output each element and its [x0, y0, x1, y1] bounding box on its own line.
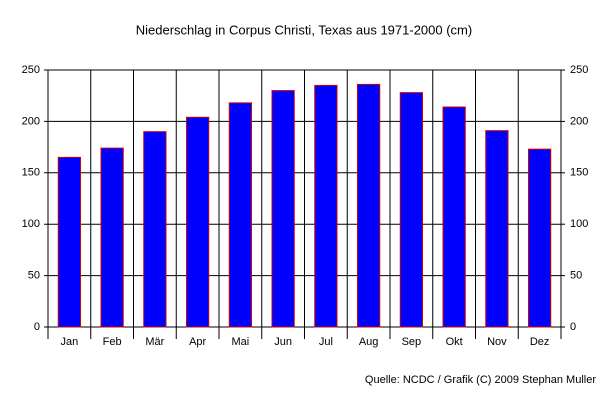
- source-note: Quelle: NCDC / Grafik (C) 2009 Stephan M…: [365, 374, 596, 386]
- y-tick-label: 200: [22, 115, 40, 127]
- x-tick-label: Dez: [530, 336, 550, 348]
- bar: [186, 116, 210, 328]
- bar: [399, 92, 423, 328]
- bar: [228, 102, 252, 328]
- x-tick-label: Mär: [145, 336, 164, 348]
- bar: [143, 131, 167, 328]
- y2-tick-label: 50: [570, 270, 582, 282]
- y2-tick-label: 150: [570, 167, 588, 179]
- x-tick-label: Aug: [359, 336, 379, 348]
- y-tick-label: 150: [22, 167, 40, 179]
- x-tick-label: Sep: [402, 336, 422, 348]
- x-tick-label: Nov: [487, 336, 507, 348]
- x-tick-label: Okt: [446, 336, 463, 348]
- x-tick-label: Apr: [189, 336, 206, 348]
- bar: [528, 148, 552, 328]
- x-tick-label: Feb: [103, 336, 122, 348]
- y2-tick-label: 200: [570, 115, 588, 127]
- y2-tick-label: 0: [570, 321, 576, 333]
- y-tick-label: 0: [34, 321, 40, 333]
- bar: [357, 83, 381, 328]
- bar: [100, 147, 124, 328]
- x-tick-label: Jun: [274, 336, 292, 348]
- bar: [442, 106, 466, 328]
- x-tick-label: Jan: [61, 336, 79, 348]
- plot-frame: [47, 69, 562, 328]
- bar: [314, 84, 338, 328]
- bar: [57, 156, 81, 328]
- y-tick-label: 250: [22, 64, 40, 76]
- y2-tick-label: 250: [570, 64, 588, 76]
- x-tick-label: Mai: [232, 336, 250, 348]
- y-tick-label: 50: [28, 270, 40, 282]
- x-tick-label: Jul: [319, 336, 333, 348]
- chart-title: Niederschlag in Corpus Christi, Texas au…: [136, 22, 472, 37]
- y2-tick-label: 100: [570, 218, 588, 230]
- bar: [485, 130, 509, 328]
- y-tick-label: 100: [22, 218, 40, 230]
- bar: [271, 90, 295, 328]
